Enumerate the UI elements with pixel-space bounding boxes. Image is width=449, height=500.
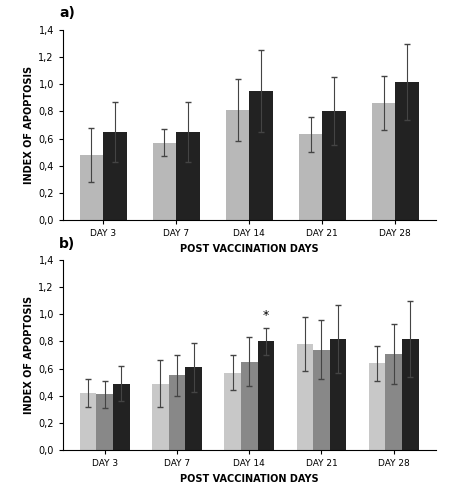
Bar: [372, 104, 395, 220]
Bar: [80, 155, 103, 220]
X-axis label: POST VACCINATION DAYS: POST VACCINATION DAYS: [180, 474, 318, 484]
Bar: [80, 393, 97, 450]
Bar: [249, 91, 273, 220]
Bar: [299, 134, 322, 220]
Bar: [226, 110, 249, 220]
Bar: [176, 132, 199, 220]
Bar: [185, 367, 202, 450]
Bar: [97, 394, 113, 450]
Bar: [385, 354, 402, 450]
Bar: [369, 363, 385, 450]
Bar: [241, 362, 258, 450]
Y-axis label: INDEX OF APOPTOSIS: INDEX OF APOPTOSIS: [24, 66, 34, 184]
Bar: [402, 338, 418, 450]
Y-axis label: INDEX OF APOPTOSIS: INDEX OF APOPTOSIS: [24, 296, 34, 414]
Text: a): a): [59, 6, 75, 20]
Legend: Control, Lukert: Control, Lukert: [171, 279, 327, 298]
Bar: [169, 376, 185, 450]
Bar: [296, 344, 313, 450]
Bar: [322, 112, 346, 220]
Bar: [224, 372, 241, 450]
Bar: [313, 350, 330, 450]
Text: *: *: [263, 310, 269, 322]
Bar: [258, 342, 274, 450]
Bar: [395, 82, 418, 220]
Text: b): b): [59, 236, 75, 250]
Bar: [152, 384, 169, 450]
Bar: [153, 142, 176, 220]
Bar: [330, 338, 346, 450]
Bar: [103, 132, 127, 220]
Bar: [113, 384, 130, 450]
X-axis label: POST VACCINATION DAYS: POST VACCINATION DAYS: [180, 244, 318, 254]
